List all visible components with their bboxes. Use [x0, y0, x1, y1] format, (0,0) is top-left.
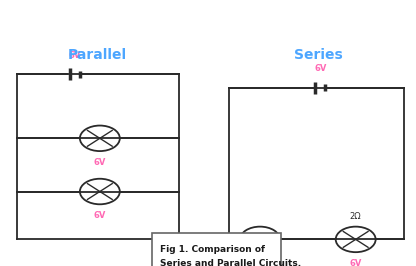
Text: Series and Parallel Circuits.: Series and Parallel Circuits.: [160, 259, 301, 266]
Text: 6V: 6V: [314, 64, 327, 73]
Text: 6V: 6V: [94, 211, 106, 220]
Text: Series: Series: [294, 48, 343, 62]
Text: A: A: [258, 235, 262, 244]
Text: Fig 1. Comparison of: Fig 1. Comparison of: [160, 245, 265, 254]
Text: 6V: 6V: [349, 259, 362, 266]
Circle shape: [240, 227, 280, 252]
Text: 2Ω: 2Ω: [350, 212, 362, 221]
Text: 6V: 6V: [94, 158, 106, 167]
FancyBboxPatch shape: [152, 233, 281, 266]
Text: 3A: 3A: [255, 259, 265, 266]
Text: Parallel: Parallel: [68, 48, 127, 62]
Text: 6V: 6V: [69, 51, 81, 60]
